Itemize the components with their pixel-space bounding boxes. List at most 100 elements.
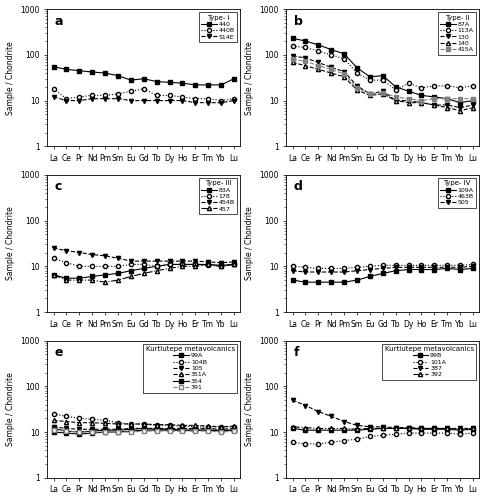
99A (128, 426, 134, 432)
387 (418, 426, 424, 432)
83A (102, 272, 108, 278)
101A (469, 430, 475, 436)
454B (230, 259, 236, 265)
101A (289, 439, 295, 445)
Y-axis label: Sample / Chondrite: Sample / Chondrite (244, 206, 253, 281)
387 (431, 426, 437, 432)
83A (63, 275, 69, 281)
105 (128, 426, 134, 432)
514E (115, 96, 121, 102)
104B (102, 418, 108, 424)
415A (379, 90, 385, 96)
Y-axis label: Sample / Chondrite: Sample / Chondrite (5, 372, 15, 446)
140 (379, 91, 385, 97)
105 (153, 426, 159, 432)
387 (341, 418, 347, 424)
457 (192, 264, 198, 270)
387 (289, 397, 295, 403)
Line: 83A: 83A (51, 262, 236, 280)
457 (205, 262, 211, 268)
Legend: 87A, 113A, 130, 140, 415A: 87A, 113A, 130, 140, 415A (437, 12, 475, 54)
454B (153, 258, 159, 264)
457 (218, 264, 224, 270)
392 (405, 426, 410, 432)
354 (218, 428, 224, 434)
457 (89, 277, 95, 283)
440B (218, 98, 224, 103)
99A (50, 426, 56, 432)
454B (179, 258, 185, 264)
Text: e: e (55, 346, 63, 359)
440 (50, 64, 56, 70)
140 (443, 104, 449, 110)
514E (218, 100, 224, 105)
99B (315, 427, 320, 433)
457 (115, 277, 121, 283)
392 (353, 426, 359, 432)
109A (302, 279, 308, 285)
440 (102, 70, 108, 76)
104B (140, 421, 146, 427)
101A (341, 438, 347, 444)
83A (179, 262, 185, 268)
392 (469, 426, 475, 432)
463B (469, 262, 475, 268)
391 (153, 428, 159, 434)
Line: 454B: 454B (51, 246, 236, 265)
104B (179, 423, 185, 429)
440B (76, 94, 82, 100)
354 (205, 427, 211, 433)
391 (128, 429, 134, 435)
440B (63, 96, 69, 102)
140 (405, 100, 410, 105)
457 (50, 272, 56, 278)
99A (218, 427, 224, 433)
Line: 440: 440 (51, 64, 236, 87)
463B (443, 262, 449, 268)
415A (341, 71, 347, 77)
514E (89, 96, 95, 102)
Line: 113A: 113A (290, 44, 474, 92)
109A (405, 266, 410, 272)
505 (431, 264, 437, 270)
392 (443, 426, 449, 432)
99B (289, 426, 295, 432)
87A (353, 65, 359, 71)
457 (166, 266, 172, 272)
454B (89, 252, 95, 258)
354 (63, 430, 69, 436)
130 (302, 55, 308, 61)
391 (140, 428, 146, 434)
83A (89, 274, 95, 280)
454B (166, 258, 172, 264)
Legend: 440, 440B, 514E: 440, 440B, 514E (198, 12, 237, 42)
415A (443, 96, 449, 102)
415A (456, 96, 462, 102)
514E (205, 100, 211, 105)
387 (392, 424, 398, 430)
354 (102, 429, 108, 435)
454B (102, 253, 108, 259)
Text: d: d (293, 180, 302, 194)
387 (302, 402, 308, 408)
505 (418, 264, 424, 270)
354 (230, 427, 236, 433)
415A (302, 58, 308, 64)
140 (418, 100, 424, 105)
440B (205, 96, 211, 102)
Line: 87A: 87A (290, 36, 474, 104)
109A (353, 277, 359, 283)
83A (128, 268, 134, 274)
351A (102, 420, 108, 426)
457 (153, 268, 159, 274)
391 (50, 427, 56, 433)
87A (405, 88, 410, 94)
354 (76, 431, 82, 437)
109A (315, 279, 320, 285)
440 (115, 72, 121, 78)
87A (392, 84, 398, 90)
Text: b: b (293, 14, 302, 28)
140 (469, 104, 475, 110)
101A (302, 441, 308, 447)
463B (341, 266, 347, 272)
